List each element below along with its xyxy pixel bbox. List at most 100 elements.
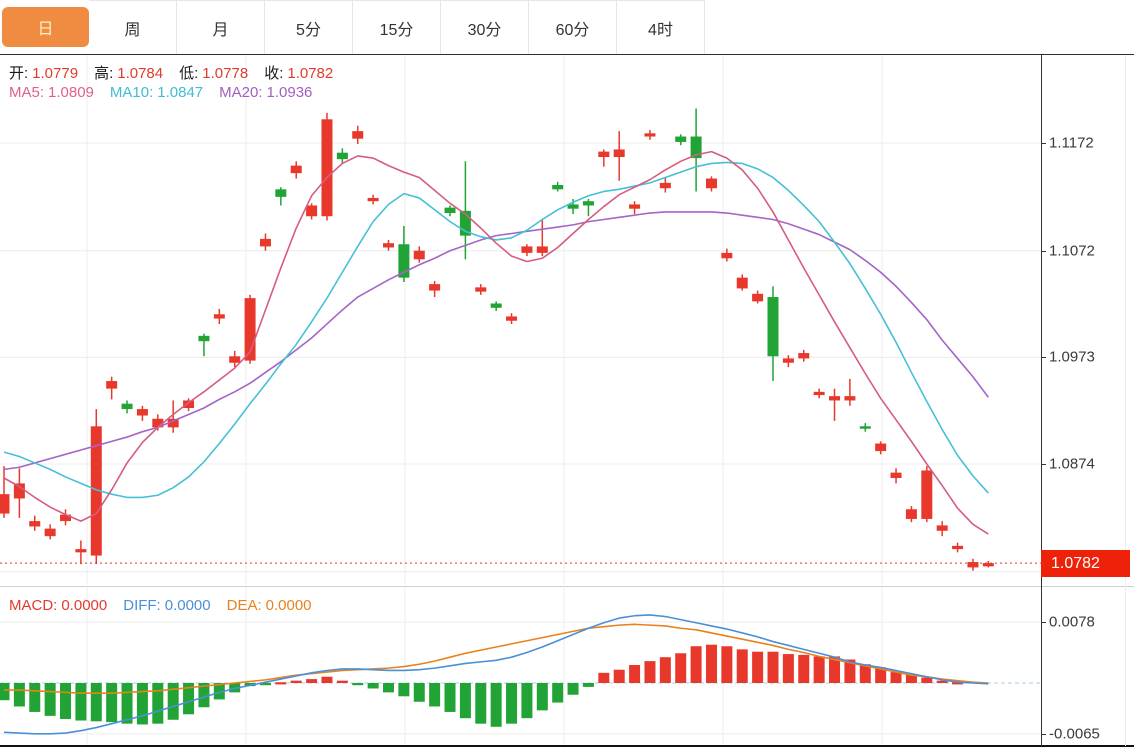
macd-bar — [306, 679, 318, 683]
macd-bar — [567, 683, 579, 695]
candle-body — [905, 509, 917, 519]
macd-bar — [952, 682, 964, 685]
candle-body — [536, 246, 548, 253]
legend-label: 收: — [264, 65, 284, 82]
tab-4hour[interactable]: 4时 — [617, 0, 705, 54]
axis-tick-mark — [1041, 143, 1046, 144]
chart-top-border — [0, 54, 1134, 55]
macd-bar — [690, 646, 702, 683]
legend-value: 1.0847 — [157, 84, 204, 101]
tab-15min[interactable]: 15分 — [353, 0, 441, 54]
macd-bar — [921, 677, 933, 683]
candle-body — [244, 298, 256, 361]
candle-body — [29, 521, 41, 527]
macd-bar — [213, 683, 225, 700]
legend-label: 开: — [9, 65, 29, 82]
axis-tick-mark — [1041, 464, 1046, 465]
candle-body — [798, 353, 810, 359]
macd-legend: MACD: 0.0000 DIFF: 0.0000 DEA: 0.0000 — [9, 597, 328, 614]
candle-body — [229, 356, 241, 363]
macd-bar — [767, 651, 779, 683]
legend-value: 0.0000 — [265, 597, 312, 614]
tab-30min[interactable]: 30分 — [441, 0, 529, 54]
macd-bar — [444, 683, 456, 712]
macd-bar — [44, 683, 56, 716]
macd-bar — [582, 683, 594, 687]
tab-60min[interactable]: 60分 — [529, 0, 617, 54]
legend-value: 1.0779 — [32, 65, 79, 82]
tab-month[interactable]: 月 — [177, 0, 265, 54]
candle-body — [352, 131, 364, 139]
legend-label: 低: — [179, 65, 199, 82]
macd-bar — [598, 672, 610, 683]
candle-body — [183, 400, 195, 408]
macd-bar — [659, 657, 671, 683]
candle-body — [121, 403, 133, 410]
candle-body — [859, 426, 871, 429]
macd-bar — [629, 665, 641, 683]
macd-bar — [459, 683, 471, 719]
candle-body — [875, 443, 887, 452]
macd-bar — [183, 683, 195, 715]
macd-bar — [167, 683, 179, 720]
candle-body — [598, 151, 610, 158]
legend-label: 高: — [94, 65, 114, 82]
tab-week[interactable]: 周 — [89, 0, 177, 54]
macd-bar — [552, 683, 564, 703]
candle-body — [429, 284, 441, 291]
candle-body — [936, 525, 948, 531]
tab-day[interactable]: 日 — [2, 7, 89, 47]
macd-bar — [613, 669, 625, 683]
candle-body — [136, 409, 148, 416]
candle-body — [721, 252, 733, 259]
legend-label: MA20: — [219, 84, 263, 101]
candle-body — [844, 396, 856, 401]
macd-bar — [383, 683, 394, 693]
candle-body — [582, 201, 594, 206]
macd-bar — [275, 682, 287, 685]
macd-bar — [367, 683, 379, 689]
candle-body — [44, 528, 56, 537]
macd-bar — [721, 646, 733, 683]
candle-body — [413, 250, 425, 260]
legend-label: DEA: — [226, 597, 262, 614]
ma20-line — [3, 211, 989, 471]
ma5-line — [3, 150, 989, 535]
timeframe-tabbar: 日周月 5分 15分 30分 60分 4时 — [0, 0, 705, 54]
macd-bar — [75, 683, 87, 721]
candle-body — [767, 297, 779, 357]
macd-bar — [29, 683, 41, 712]
candle-body — [213, 314, 225, 319]
candle-body — [813, 391, 825, 396]
axis-tick-mark — [1041, 621, 1046, 623]
candle-body — [459, 210, 471, 236]
tab-5min[interactable]: 5分 — [265, 0, 353, 54]
candle-body — [306, 205, 318, 217]
candle-body — [890, 472, 902, 479]
candle-body — [167, 418, 179, 428]
ma-legend: MA5: 1.0809 MA10: 1.0847 MA20: 1.0936 — [9, 84, 328, 101]
axis-tick-label: 1.1072 — [1049, 242, 1095, 260]
macd-bar — [413, 683, 425, 702]
candle-body — [506, 316, 518, 321]
candle-body — [675, 136, 687, 142]
axis-tick-label: 1.0973 — [1049, 348, 1095, 366]
macd-bar — [675, 653, 687, 683]
macd-bar — [398, 683, 410, 697]
macd-bar — [536, 683, 548, 711]
candle-body — [90, 426, 102, 556]
macd-bar — [844, 659, 856, 683]
legend-label: MA10: — [109, 84, 154, 101]
candle-body — [13, 483, 25, 499]
candle-body — [336, 152, 348, 160]
candle-body — [398, 244, 410, 278]
candle-body — [490, 303, 502, 308]
right-edge-line — [1125, 55, 1126, 746]
candle-body — [967, 562, 979, 568]
dea-line — [4, 623, 989, 694]
current-price-badge: 1.0782 — [1041, 550, 1130, 578]
macd-bar — [13, 683, 25, 707]
candle-body — [521, 246, 533, 253]
macd-bar — [752, 651, 764, 683]
